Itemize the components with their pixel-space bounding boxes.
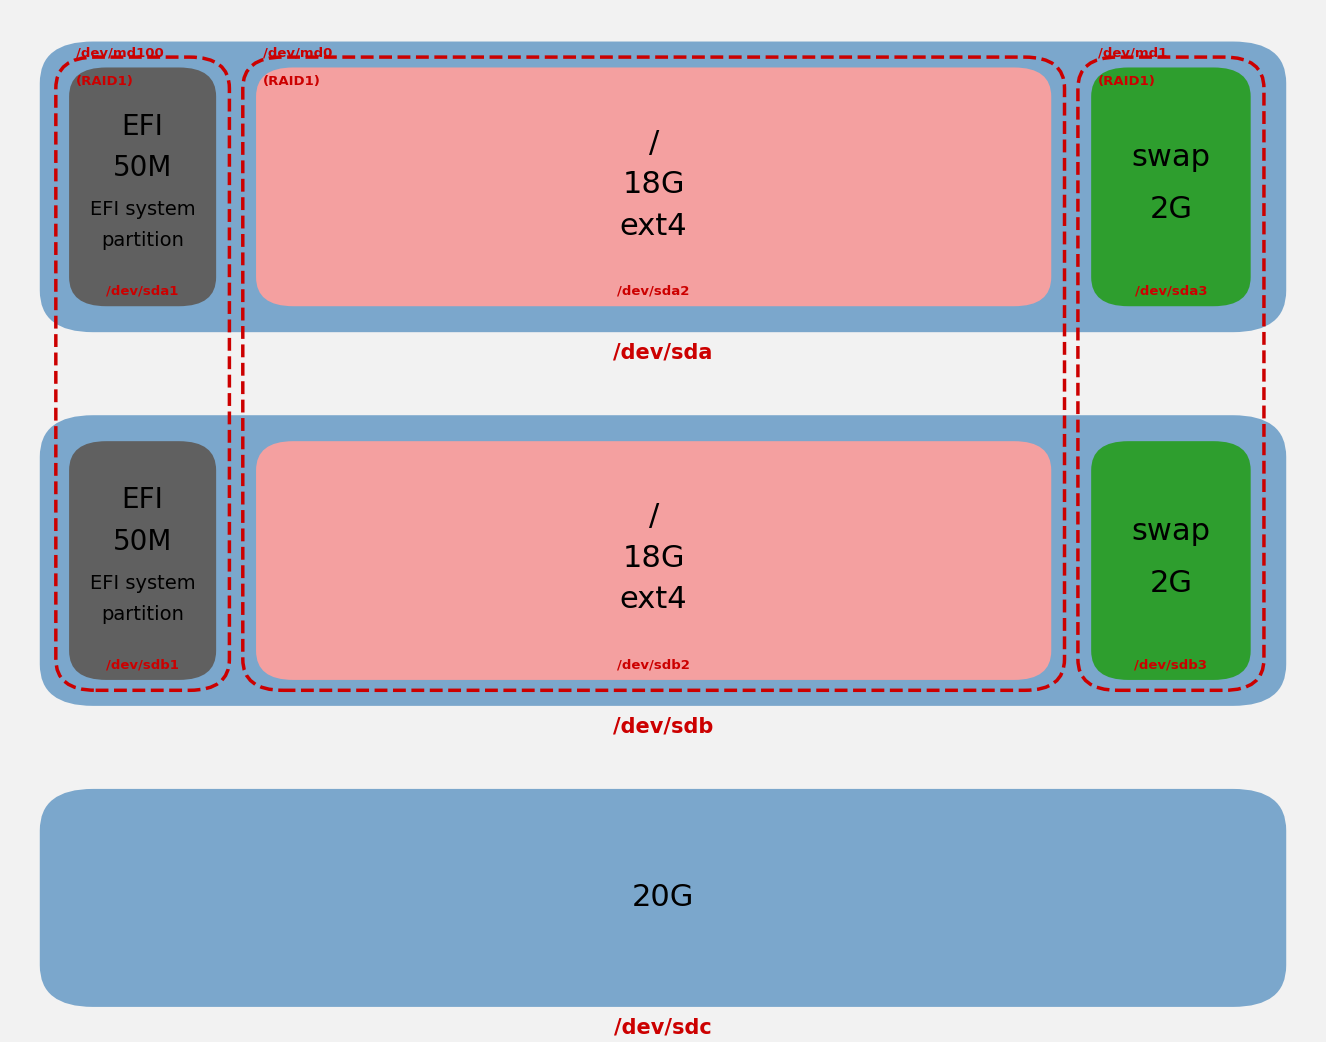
Text: EFI: EFI	[122, 113, 163, 141]
Text: /dev/sda1: /dev/sda1	[106, 284, 179, 298]
Text: EFI system: EFI system	[90, 574, 195, 593]
FancyBboxPatch shape	[69, 68, 216, 306]
Text: partition: partition	[101, 231, 184, 250]
FancyBboxPatch shape	[40, 789, 1286, 1007]
FancyBboxPatch shape	[40, 42, 1286, 332]
FancyBboxPatch shape	[1091, 441, 1250, 680]
Text: /dev/md1: /dev/md1	[1098, 47, 1167, 59]
Text: /dev/md100: /dev/md100	[76, 47, 163, 59]
Text: /dev/sda: /dev/sda	[614, 343, 712, 363]
Text: /dev/sdb2: /dev/sdb2	[617, 659, 690, 672]
Text: swap: swap	[1131, 517, 1211, 546]
FancyBboxPatch shape	[40, 415, 1286, 705]
Text: 50M: 50M	[113, 528, 172, 555]
FancyBboxPatch shape	[256, 68, 1052, 306]
Text: ext4: ext4	[619, 586, 687, 615]
Text: EFI: EFI	[122, 487, 163, 515]
Text: /dev/sdb: /dev/sdb	[613, 716, 713, 737]
Text: 2G: 2G	[1150, 569, 1192, 598]
Text: swap: swap	[1131, 144, 1211, 172]
Text: /dev/sdc: /dev/sdc	[614, 1017, 712, 1037]
Text: /dev/sdb1: /dev/sdb1	[106, 659, 179, 672]
Text: 20G: 20G	[631, 884, 695, 913]
Text: (RAID1): (RAID1)	[1098, 75, 1156, 88]
Text: /dev/md0: /dev/md0	[263, 47, 332, 59]
FancyBboxPatch shape	[69, 441, 216, 680]
Text: EFI system: EFI system	[90, 200, 195, 219]
FancyBboxPatch shape	[1091, 68, 1250, 306]
Text: (RAID1): (RAID1)	[263, 75, 321, 88]
Text: /dev/sda3: /dev/sda3	[1135, 284, 1207, 298]
Text: /: /	[648, 129, 659, 157]
Text: partition: partition	[101, 605, 184, 624]
Text: 2G: 2G	[1150, 195, 1192, 224]
Text: /: /	[648, 502, 659, 531]
Text: (RAID1): (RAID1)	[76, 75, 134, 88]
Text: 50M: 50M	[113, 154, 172, 182]
Text: ext4: ext4	[619, 212, 687, 241]
Text: 18G: 18G	[622, 544, 686, 573]
FancyBboxPatch shape	[256, 441, 1052, 680]
Text: /dev/sda2: /dev/sda2	[618, 284, 690, 298]
Text: 18G: 18G	[622, 170, 686, 199]
Text: /dev/sdb3: /dev/sdb3	[1135, 659, 1208, 672]
